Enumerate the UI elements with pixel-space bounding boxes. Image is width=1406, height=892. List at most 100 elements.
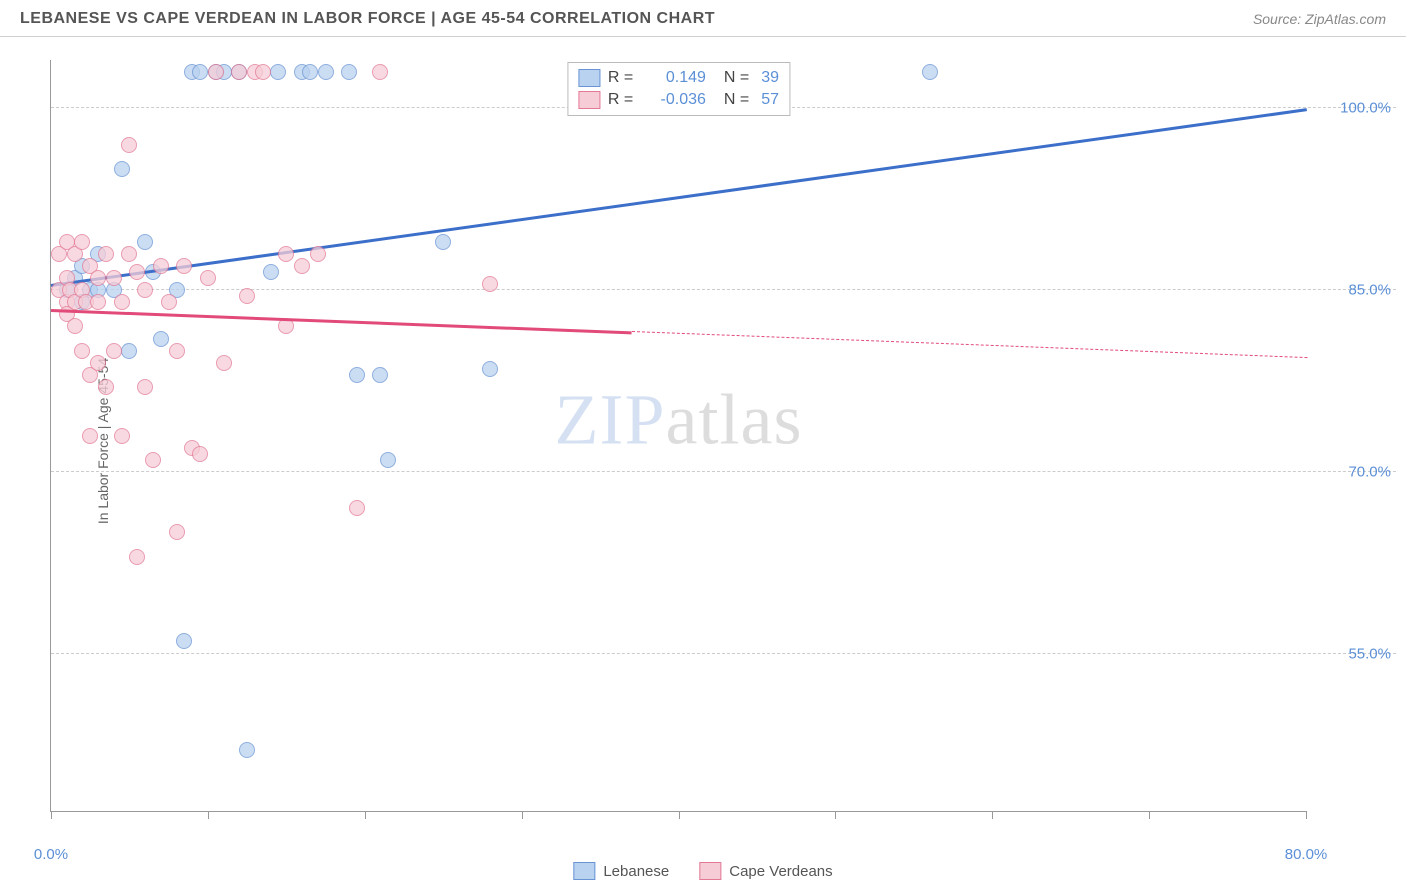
data-point — [137, 234, 153, 250]
data-point — [294, 258, 310, 274]
chart-container: In Labor Force | Age 45-54 ZIPatlas R =0… — [50, 45, 1396, 837]
legend-swatch — [578, 69, 600, 87]
data-point — [169, 343, 185, 359]
data-point — [176, 258, 192, 274]
data-point — [255, 64, 271, 80]
trend-line — [632, 331, 1307, 358]
legend-swatch — [578, 91, 600, 109]
x-tick — [1149, 811, 1150, 819]
data-point — [137, 379, 153, 395]
trend-line — [51, 309, 632, 334]
data-point — [372, 367, 388, 383]
x-tick — [51, 811, 52, 819]
x-tick — [365, 811, 366, 819]
data-point — [161, 294, 177, 310]
data-point — [482, 361, 498, 377]
legend-item: Lebanese — [573, 862, 669, 880]
series-legend: Lebanese Cape Verdeans — [573, 862, 832, 880]
legend-r-value: 0.149 — [646, 69, 706, 87]
gridline-h — [51, 471, 1396, 472]
data-point — [74, 343, 90, 359]
data-point — [192, 446, 208, 462]
legend-swatch — [573, 862, 595, 880]
legend-item: Cape Verdeans — [699, 862, 832, 880]
y-tick-label: 55.0% — [1348, 645, 1391, 662]
watermark-atlas: atlas — [666, 380, 803, 460]
data-point — [341, 64, 357, 80]
y-tick-label: 100.0% — [1340, 100, 1391, 117]
x-tick — [992, 811, 993, 819]
data-point — [278, 318, 294, 334]
x-tick-label: 0.0% — [34, 846, 68, 863]
correlation-legend: R = 0.149 N = 39 R = -0.036 N = 57 — [567, 62, 790, 116]
legend-n-value: 57 — [761, 91, 779, 109]
data-point — [90, 270, 106, 286]
data-point — [176, 633, 192, 649]
chart-source: Source: ZipAtlas.com — [1253, 11, 1386, 27]
data-point — [74, 234, 90, 250]
data-point — [82, 428, 98, 444]
y-tick-label: 85.0% — [1348, 282, 1391, 299]
data-point — [263, 264, 279, 280]
data-point — [106, 343, 122, 359]
data-point — [121, 137, 137, 153]
data-point — [169, 524, 185, 540]
data-point — [145, 452, 161, 468]
legend-label: Lebanese — [603, 863, 669, 880]
data-point — [114, 161, 130, 177]
legend-r-label: R = — [608, 69, 638, 87]
legend-r-label: R = — [608, 91, 638, 109]
data-point — [482, 276, 498, 292]
data-point — [318, 64, 334, 80]
data-point — [114, 428, 130, 444]
legend-swatch — [699, 862, 721, 880]
watermark: ZIPatlas — [555, 379, 803, 462]
data-point — [216, 355, 232, 371]
data-point — [129, 549, 145, 565]
x-tick-label: 80.0% — [1285, 846, 1328, 863]
data-point — [270, 64, 286, 80]
x-tick — [522, 811, 523, 819]
chart-header: LEBANESE VS CAPE VERDEAN IN LABOR FORCE … — [0, 0, 1406, 37]
data-point — [153, 258, 169, 274]
x-tick — [835, 811, 836, 819]
x-tick — [208, 811, 209, 819]
data-point — [98, 379, 114, 395]
data-point — [121, 246, 137, 262]
data-point — [302, 64, 318, 80]
legend-row: R = 0.149 N = 39 — [578, 67, 779, 89]
data-point — [137, 282, 153, 298]
data-point — [922, 64, 938, 80]
legend-label: Cape Verdeans — [729, 863, 832, 880]
data-point — [349, 500, 365, 516]
legend-n-value: 39 — [761, 69, 779, 87]
data-point — [200, 270, 216, 286]
legend-n-label: N = — [724, 91, 749, 109]
data-point — [106, 270, 122, 286]
trend-line — [51, 109, 1307, 288]
data-point — [90, 355, 106, 371]
x-tick — [679, 811, 680, 819]
data-point — [372, 64, 388, 80]
chart-title: LEBANESE VS CAPE VERDEAN IN LABOR FORCE … — [20, 10, 715, 28]
data-point — [98, 246, 114, 262]
data-point — [310, 246, 326, 262]
data-point — [435, 234, 451, 250]
data-point — [67, 318, 83, 334]
legend-row: R = -0.036 N = 57 — [578, 89, 779, 111]
data-point — [239, 742, 255, 758]
data-point — [349, 367, 365, 383]
data-point — [90, 294, 106, 310]
data-point — [153, 331, 169, 347]
legend-r-value: -0.036 — [646, 91, 706, 109]
data-point — [121, 343, 137, 359]
data-point — [231, 64, 247, 80]
data-point — [380, 452, 396, 468]
legend-n-label: N = — [724, 69, 749, 87]
data-point — [278, 246, 294, 262]
data-point — [192, 64, 208, 80]
x-tick — [1306, 811, 1307, 819]
plot-area: ZIPatlas R =0.149N =39R =-0.036N =57 55.… — [50, 60, 1306, 812]
data-point — [114, 294, 130, 310]
y-tick-label: 70.0% — [1348, 463, 1391, 480]
